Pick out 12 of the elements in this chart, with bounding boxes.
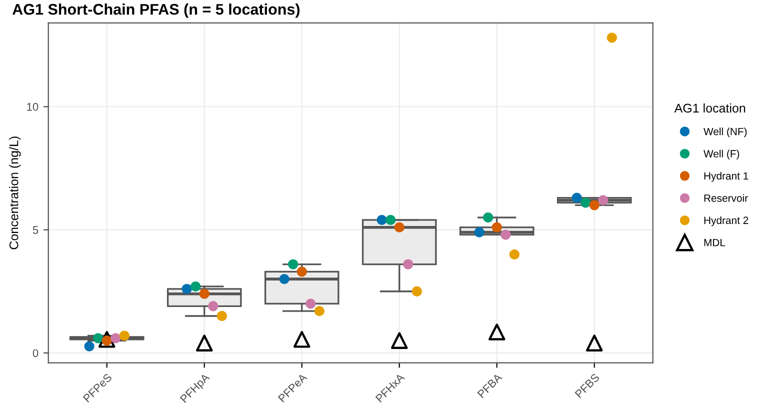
- legend-title: AG1 location: [674, 103, 746, 113]
- y-tick-label: 5: [32, 226, 38, 234]
- y-tick-label: 0: [32, 349, 38, 358]
- legend-label: Hydrant 1: [704, 172, 748, 182]
- y-tick-label: 10: [27, 102, 38, 111]
- chart-title: AG1 Short-Chain PFAS (n = 5 locations): [12, 4, 300, 18]
- legend-label: Well (NF): [704, 128, 747, 138]
- legend-label: MDL: [704, 239, 726, 246]
- legend-label: Well (F): [704, 150, 740, 160]
- legend-label: Hydrant 2: [704, 216, 748, 226]
- y-axis-title: Concentration (ng/L): [9, 136, 21, 250]
- legend-label: Reservoir: [704, 194, 748, 202]
